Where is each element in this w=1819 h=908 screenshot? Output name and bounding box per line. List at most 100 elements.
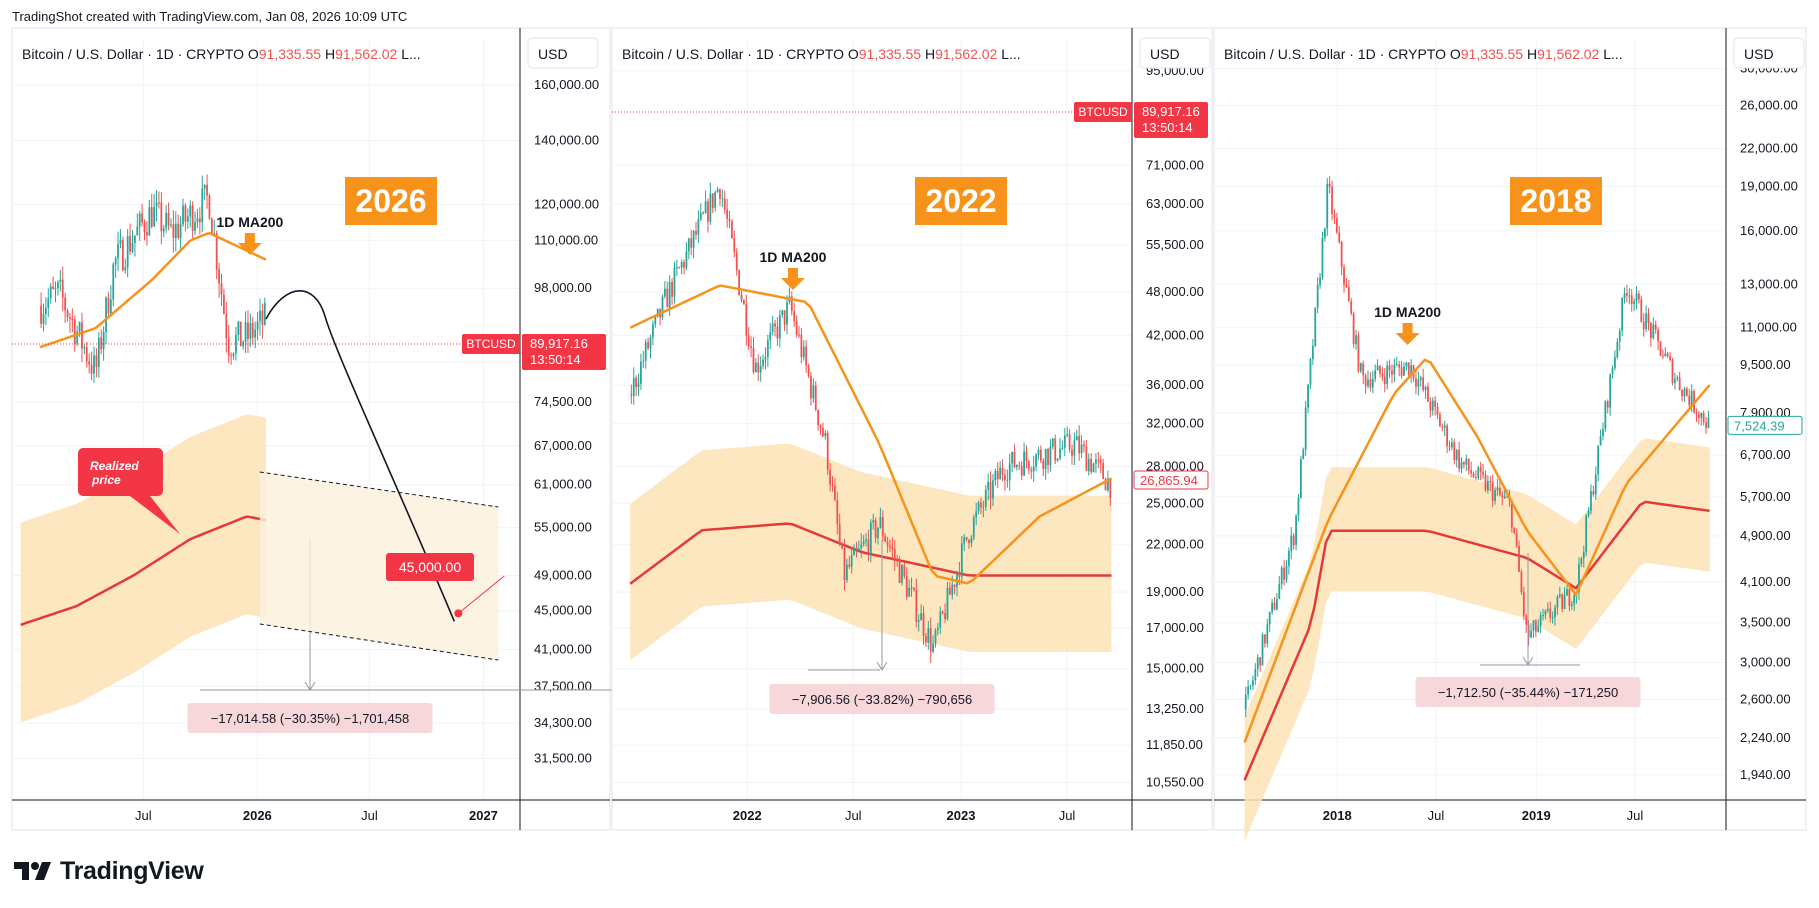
panel-legend[interactable]: Bitcoin / U.S. Dollar · 1D · CRYPTO O91,… <box>1224 46 1623 62</box>
price-candle-body <box>841 542 843 549</box>
y-tick-label: 5,700.00 <box>1740 489 1791 504</box>
price-candle-body <box>49 286 52 299</box>
price-candle-body <box>143 222 146 233</box>
legend-h-value: 91,562.02 <box>335 46 401 62</box>
chart-panel-1[interactable]: Jul 2026 Jul 2027 160,000.00 140,000.00 120,00… <box>11 27 660 831</box>
price-candle-body <box>1323 228 1326 238</box>
price-candle-body <box>1347 287 1350 302</box>
price-candle-body <box>189 205 192 217</box>
price-candle-body <box>1439 414 1441 427</box>
price-candle-body <box>1494 490 1496 501</box>
price-candle-body <box>941 611 944 613</box>
price-candle-body <box>1558 594 1561 597</box>
price-candle-body <box>1520 571 1523 592</box>
symbol-tag <box>1074 102 1132 122</box>
price-candle-body <box>1623 293 1626 299</box>
price-candle-body <box>1685 388 1688 396</box>
price-candle-body <box>1580 558 1583 564</box>
price-candle-body <box>206 184 208 196</box>
currency-button[interactable] <box>1733 37 1805 69</box>
price-candle-body <box>148 207 151 236</box>
price-candle-body <box>970 537 973 544</box>
price-candle-body <box>1614 357 1616 369</box>
price-candle-body <box>922 613 925 637</box>
x-tick-label: Jul <box>845 808 862 823</box>
price-candle-body <box>1638 293 1640 300</box>
price-candle-body <box>1628 295 1631 297</box>
chart-panel-2[interactable]: 2022 Jul 2023 Jul95,000.0071,000.0063,000.0… <box>611 27 1213 831</box>
year-badge-label: 2022 <box>925 183 996 219</box>
price-candle-body <box>1049 446 1052 466</box>
price-candle-body <box>1083 444 1085 447</box>
price-candle-body <box>685 251 688 268</box>
y-tick-label: 26,000.00 <box>1740 98 1798 113</box>
last-value-label: 26,865.94 <box>1140 473 1198 488</box>
price-candle-body <box>925 636 927 643</box>
price-candle-body <box>1448 445 1451 448</box>
price-candle-body <box>1666 353 1669 357</box>
price-candle-body <box>865 539 867 542</box>
price-candle-body <box>186 216 189 222</box>
x-tick-label: Jul <box>135 808 152 823</box>
price-candle-body <box>1362 363 1365 376</box>
panel-legend[interactable]: Bitcoin / U.S. Dollar · 1D · CRYPTO O91,… <box>622 46 1021 62</box>
price-candle-body <box>1446 425 1449 446</box>
currency-button[interactable] <box>1139 37 1211 69</box>
y-tick-label: 19,000.00 <box>1740 178 1798 193</box>
price-candle-body <box>1278 584 1281 600</box>
price-candle-body <box>1037 449 1040 455</box>
price-candle-body <box>719 189 721 199</box>
y-tick-label: 2,600.00 <box>1740 691 1791 706</box>
price-candle-body <box>709 193 712 222</box>
price-candle-body <box>1470 470 1472 474</box>
price-candle-body <box>869 522 872 554</box>
price-candle-body <box>153 206 156 227</box>
price-candle-body <box>690 238 693 248</box>
price-candle-body <box>138 213 141 227</box>
ma200-label: 1D MA200 <box>216 214 283 230</box>
price-candle-body <box>1664 353 1667 357</box>
price-candle-body <box>1051 438 1054 447</box>
price-candle-body <box>944 612 946 620</box>
ma200-arrow-icon <box>1395 323 1420 345</box>
price-candle-body <box>93 355 95 374</box>
price-candle-body <box>934 630 937 644</box>
price-candle-body <box>1340 241 1343 268</box>
price-candle-body <box>1383 376 1386 385</box>
price-candle-body <box>1650 322 1652 338</box>
currency-label: USD <box>1150 46 1180 62</box>
price-candle-body <box>1304 407 1307 450</box>
price-candle-body <box>1587 510 1590 516</box>
price-candle-body <box>699 212 702 220</box>
price-candle-body <box>1068 434 1071 450</box>
price-candle-body <box>1302 449 1305 460</box>
price-candle-body <box>1501 494 1504 497</box>
price-candle-body <box>1032 466 1035 472</box>
price-candle-body <box>215 233 218 270</box>
price-candle-body <box>237 321 240 335</box>
panel-legend[interactable]: Bitcoin / U.S. Dollar · 1D · CRYPTO O91,… <box>22 46 421 62</box>
panel-frame <box>11 27 611 831</box>
price-candle-body <box>836 500 839 525</box>
price-candle-body <box>259 310 261 322</box>
price-candle-body <box>632 377 635 396</box>
price-candle-body <box>1244 694 1247 710</box>
price-candle-body <box>783 310 786 325</box>
price-candle-body <box>939 611 942 628</box>
price-candle-body <box>996 470 999 480</box>
projection-curve <box>265 290 456 622</box>
price-candle-body <box>1407 362 1410 376</box>
price-candle-body <box>83 347 86 349</box>
footer-logo[interactable]: TradingView <box>14 855 204 887</box>
price-candle-body <box>1403 366 1405 376</box>
chart-panel-3[interactable]: 2018Jul2019Jul30,000.0026,000.0022,000.0… <box>1213 27 1807 842</box>
last-value-tag <box>1727 415 1803 435</box>
price-candle-body <box>759 365 762 373</box>
y-tick-label: 63,000.00 <box>1146 196 1204 211</box>
price-candle-body <box>1534 620 1537 632</box>
y-tick-label: 41,000.00 <box>534 641 592 656</box>
price-candle-body <box>160 202 163 232</box>
realized-callout <box>78 448 180 534</box>
price-candle-body <box>1309 358 1312 385</box>
currency-button[interactable] <box>527 37 599 69</box>
